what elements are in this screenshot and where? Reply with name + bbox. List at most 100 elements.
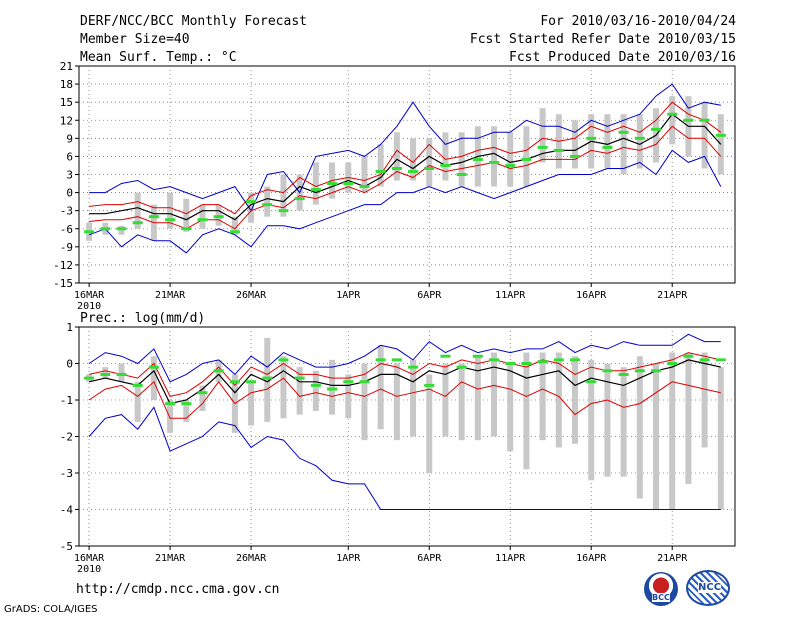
ensemble-box (393, 132, 400, 181)
ensemble-box (183, 400, 190, 422)
ensemble-box (442, 132, 449, 181)
series-line-mean (88, 359, 721, 405)
series-line-lower (88, 377, 721, 419)
x-tick-label: 6APR (417, 553, 442, 564)
ensemble-box (410, 138, 417, 181)
ensemble-box (312, 162, 319, 205)
ensemble-box (523, 352, 530, 470)
ensemble-box (717, 367, 724, 510)
x-tick-label: 21APR (657, 553, 688, 564)
ensemble-box (345, 374, 352, 419)
variable-label: Mean Surf. Temp.: °C (80, 50, 237, 65)
series-line-max (88, 333, 721, 383)
forecast-period: For 2010/03/16-2010/04/24 (540, 14, 736, 29)
ensemble-box (296, 367, 303, 415)
chart-panel-2: -5 -4 -3 -2 -1 0 1 16MAR 21MAR 26MAR 1APR 6APR 11APR… (60, 311, 736, 575)
source-url[interactable]: http://cmdp.ncc.cma.gov.cn (76, 582, 280, 597)
x-tick-label: 1APR (336, 553, 361, 564)
ensemble-box (507, 132, 514, 187)
x-tick-label: 6APR (417, 290, 442, 301)
y-tick-label: -4 (60, 504, 74, 517)
ensemble-box (167, 192, 174, 229)
ensemble-box (393, 363, 400, 441)
x-tick-label: 16MAR (74, 553, 105, 564)
x-tick-label: 11APR (495, 553, 526, 564)
ensemble-box (442, 363, 449, 437)
ensemble-box (150, 356, 157, 400)
ensemble-box (167, 400, 174, 433)
ensemble-box (523, 126, 530, 187)
y-tick-label: 3 (66, 169, 73, 182)
y-tick-label: -15 (53, 277, 73, 290)
x-tick-label: 16APR (576, 290, 607, 301)
ensemble-box (312, 370, 319, 411)
y-tick-label: 18 (60, 78, 73, 91)
series-line-lower (89, 125, 722, 230)
member-size: Member Size=40 (80, 32, 190, 47)
x-tick-label: 21MAR (155, 553, 186, 564)
ensemble-box (539, 108, 546, 163)
ensemble-box (701, 102, 708, 169)
ensemble-box (134, 192, 141, 229)
series-line-max (89, 83, 721, 212)
ensemble-box (361, 156, 368, 193)
y-tick-label: 15 (60, 96, 73, 109)
ensemble-box (248, 192, 255, 223)
x-tick-label: 1APR (336, 290, 361, 301)
ensemble-box (134, 381, 141, 422)
ensemble-box (231, 216, 238, 235)
ensemble-box (620, 114, 627, 175)
ensemble-box (361, 363, 368, 441)
ensemble-box (620, 367, 627, 477)
ensemble-box (685, 352, 692, 484)
y-tick-label: 0 (66, 187, 73, 200)
y-tick-label: -2 (60, 431, 73, 444)
chart-title: DERF/NCC/BCC Monthly Forecast (80, 14, 307, 29)
ensemble-box (604, 363, 611, 477)
ensemble-box (458, 132, 465, 187)
series-line-min (88, 149, 722, 254)
x-year-label: 2010 (77, 564, 101, 575)
ensemble-box (199, 204, 206, 229)
ensemble-box (572, 356, 579, 444)
ensemble-box (555, 352, 562, 448)
y-tick-label: 0 (66, 358, 73, 371)
x-tick-label: 26MAR (236, 553, 267, 564)
y-tick-label: -5 (60, 540, 73, 553)
x-tick-label: 16APR (576, 553, 607, 564)
ensemble-box (426, 374, 433, 473)
ensemble-box (377, 144, 384, 187)
ensemble-box (539, 352, 546, 441)
ensemble-box (604, 114, 611, 169)
ensemble-box (264, 337, 271, 422)
x-year-label: 2010 (77, 301, 101, 312)
ensemble-box (118, 225, 125, 235)
y-tick-label: 12 (60, 114, 73, 127)
ensemble-box (669, 96, 676, 145)
ensemble-box (636, 356, 643, 499)
y-tick-label: -12 (53, 259, 73, 272)
series-line-upper (88, 352, 721, 397)
x-tick-label: 11APR (495, 290, 526, 301)
ensemble-box (264, 186, 271, 217)
ensemble-box (280, 174, 287, 217)
series-line-mean (89, 113, 722, 221)
y-tick-label: 1 (66, 321, 73, 334)
ensemble-box (199, 385, 206, 411)
ensemble-box (118, 363, 125, 382)
y-tick-label: 9 (66, 132, 73, 145)
ensemble-box (410, 359, 417, 437)
y-tick-label: 6 (66, 150, 73, 163)
ensemble-box (426, 138, 433, 187)
ensemble-box (572, 120, 579, 169)
ensemble-box (215, 204, 222, 226)
forecast-produced-date: Fcst Produced Date 2010/03/16 (509, 50, 736, 65)
series-line-upper (89, 101, 722, 215)
y-tick-label: -3 (60, 467, 73, 480)
y-tick-label: -1 (60, 394, 73, 407)
series-line-min (88, 406, 721, 510)
forecast-started-date: Fcst Started Refer Date 2010/03/15 (469, 32, 736, 47)
panel-title: Prec.: log(mm/d) (80, 311, 205, 326)
ensemble-box (491, 352, 498, 437)
